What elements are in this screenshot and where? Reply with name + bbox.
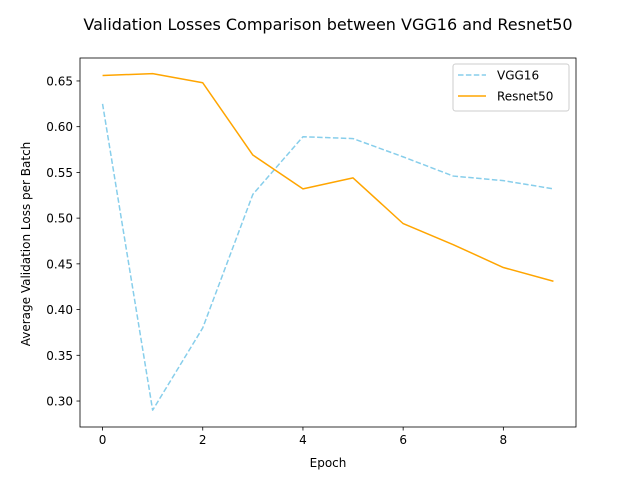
axes-background <box>80 58 576 427</box>
x-tick-label: 6 <box>399 433 407 447</box>
y-tick-label: 0.65 <box>46 74 73 88</box>
series-line-resnet50 <box>102 72 554 282</box>
legend-label-vgg16: VGG16 <box>497 69 539 83</box>
x-tick-label: 4 <box>299 433 307 447</box>
y-tick-label: 0.40 <box>46 303 73 317</box>
y-tick-label: 0.30 <box>46 395 73 409</box>
x-tick-label: 0 <box>99 433 107 447</box>
y-tick-label: 0.35 <box>46 349 73 363</box>
plot-area: 0 2 4 6 8 0.30 0.35 0.40 0.45 0.50 0.55 0.60 0.65 VGG… <box>46 57 577 447</box>
x-tick-label: 8 <box>500 433 508 447</box>
y-tick-label: 0.50 <box>46 212 73 226</box>
chart-title: Validation Losses Comparison between VGG… <box>83 15 572 34</box>
y-tick-label: 0.60 <box>46 120 73 134</box>
axes-frame <box>79 57 577 428</box>
y-tick-label: 0.45 <box>46 257 73 271</box>
x-tick-label: 2 <box>199 433 207 447</box>
x-axis-label: Epoch <box>310 456 347 470</box>
series-line-vgg16 <box>101 103 554 411</box>
y-axis-label: Average Validation Loss per Batch <box>19 142 33 347</box>
legend-label-resnet50: Resnet50 <box>497 90 553 104</box>
y-tick-label: 0.55 <box>46 166 73 180</box>
